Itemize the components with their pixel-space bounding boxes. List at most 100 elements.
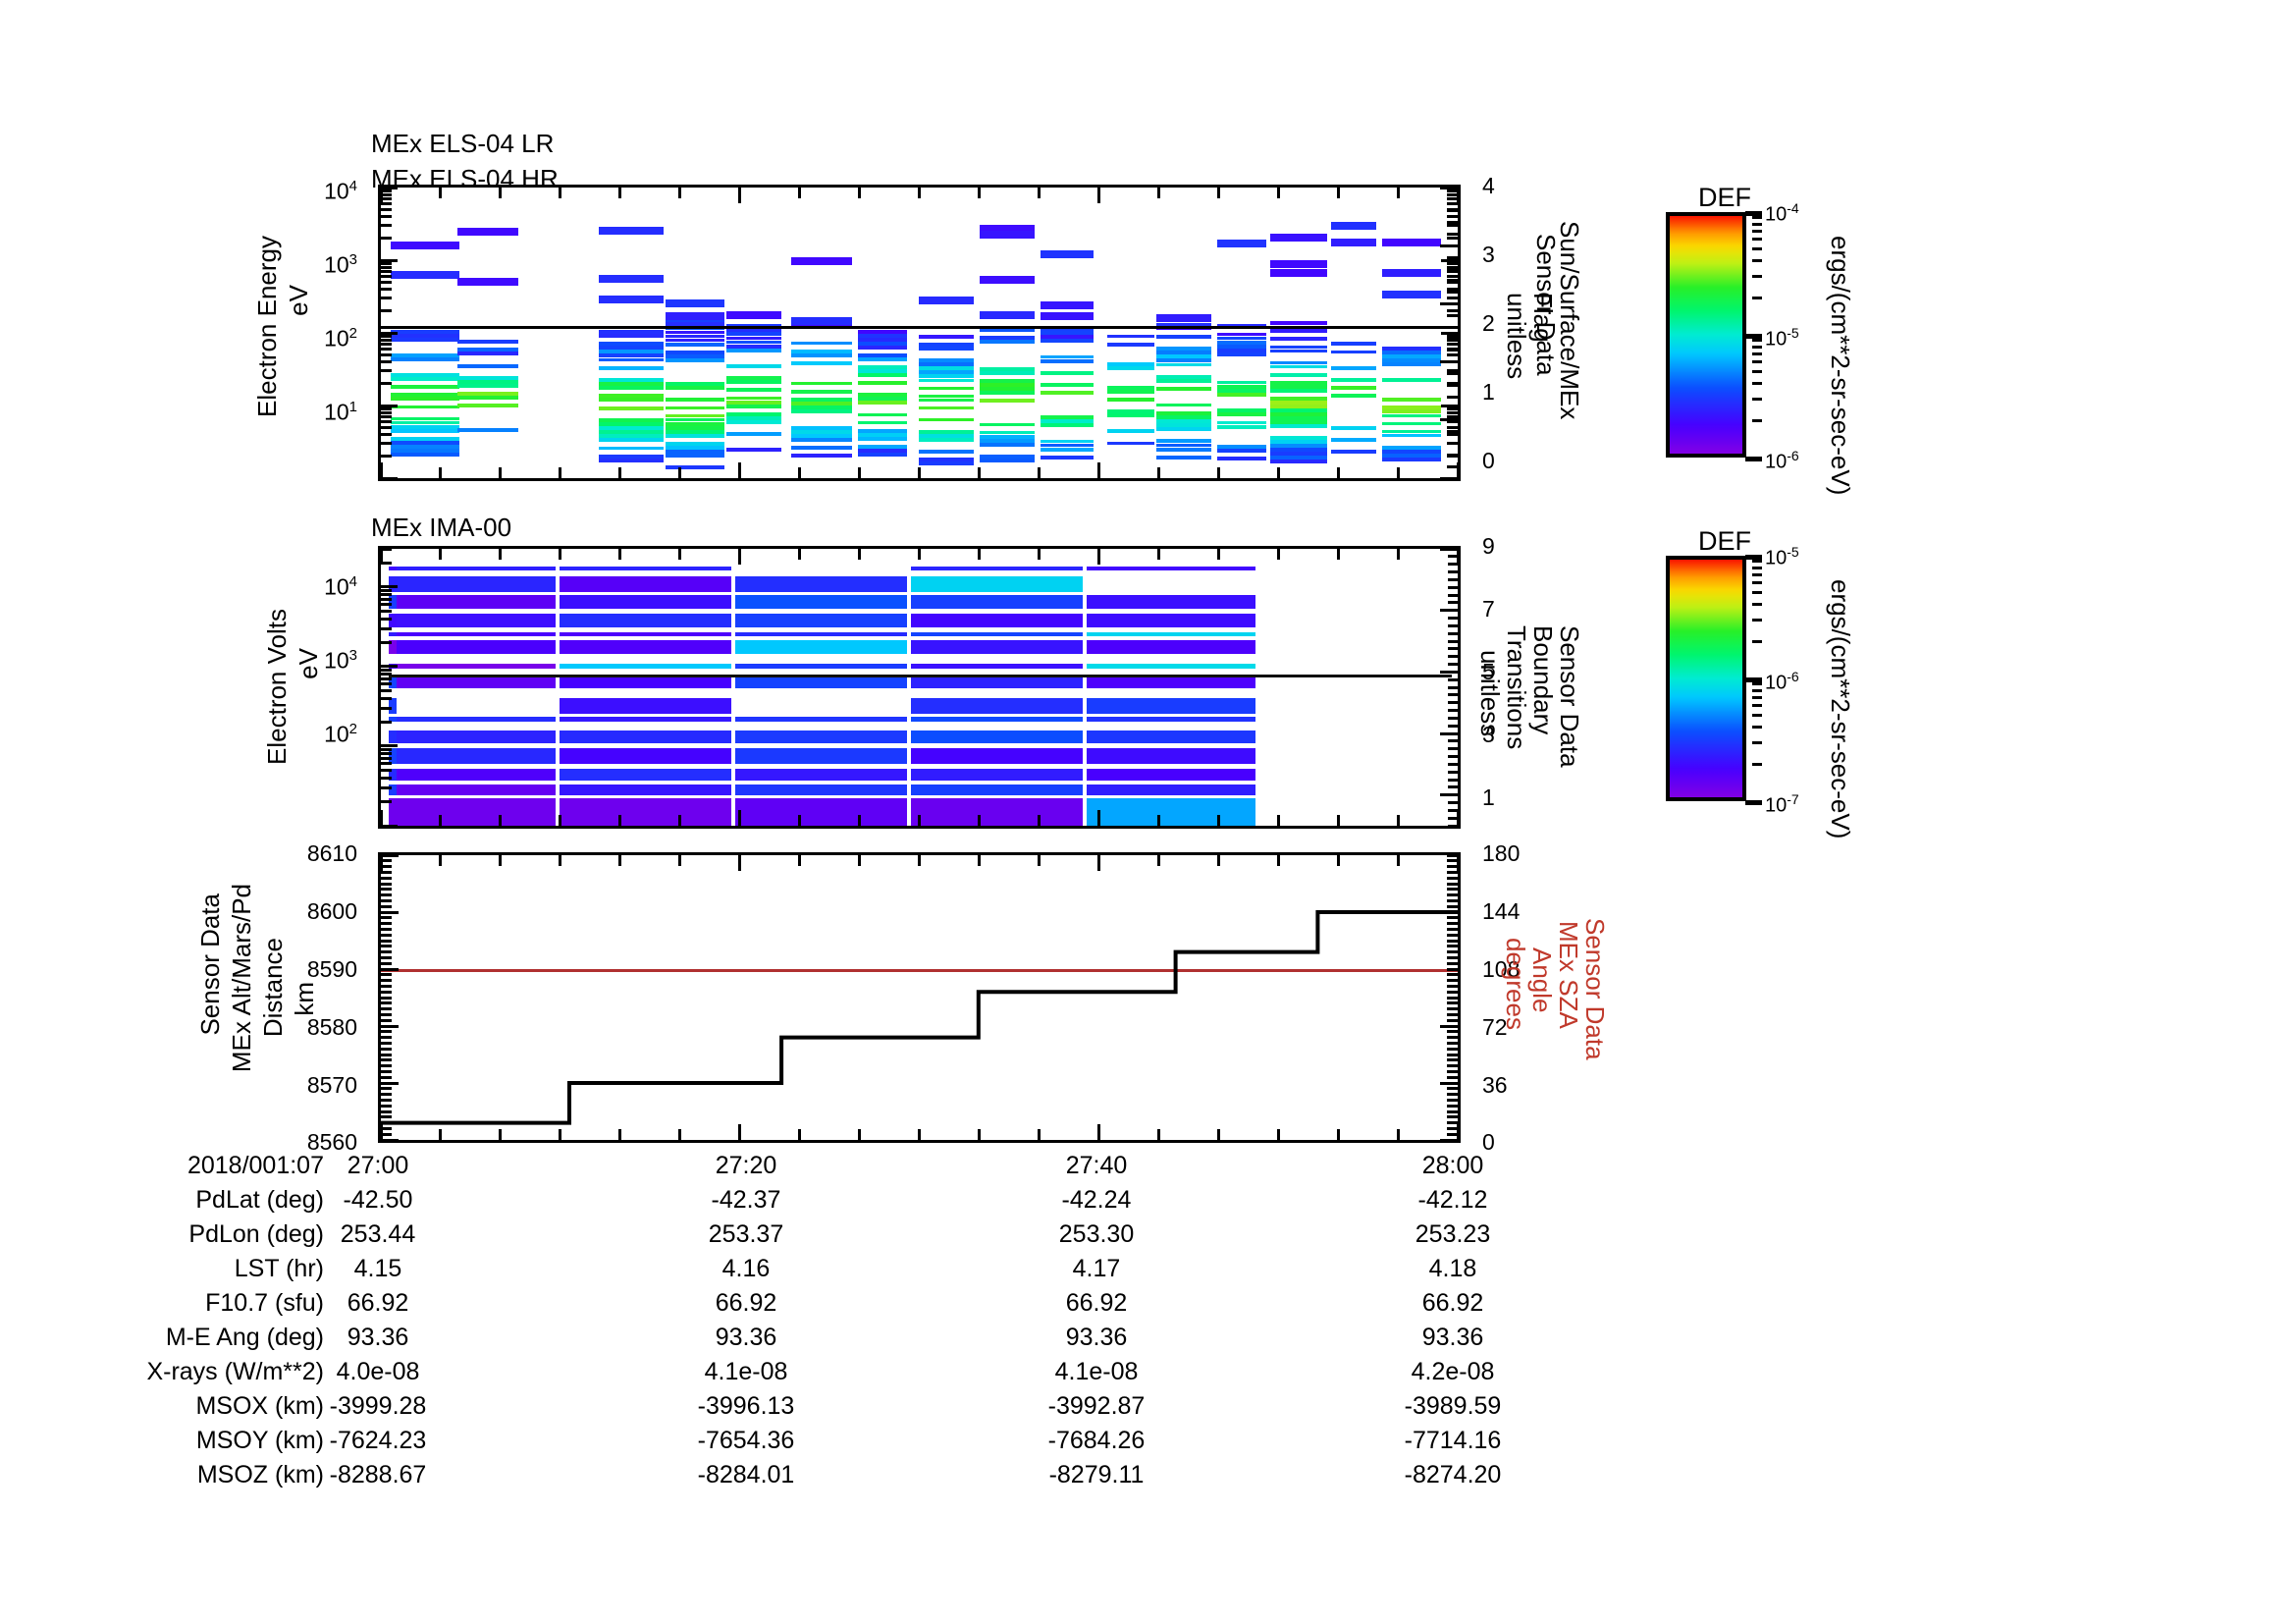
table-cell: -3989.59: [1404, 1392, 1502, 1420]
panel2-ytick-1e3: 103: [324, 647, 357, 674]
bottom-parameter-table: 2018/001:07 27:00 27:20 27:40 28:00 PdLat (de…: [0, 1154, 2296, 1566]
table-cell: 93.36: [1065, 1324, 1128, 1351]
panel3-rlabel-mexsza: MEx SZA: [1554, 921, 1583, 1029]
distance-step-path: [381, 910, 1458, 1125]
panel1-ytick-1e2: 102: [324, 325, 357, 352]
panel2-rlabel-boundary: Boundary: [1528, 625, 1558, 735]
panel-ima-spectrogram[interactable]: [378, 546, 1461, 829]
table-cell: -8288.67: [329, 1461, 427, 1488]
table-cell: -3992.87: [1047, 1392, 1146, 1420]
table-cell: 4.18: [1428, 1255, 1477, 1282]
table-cell: -3996.13: [697, 1392, 795, 1420]
panel1-rtick-1: 1: [1482, 379, 1495, 405]
panel1-rlabel-line1: Sensor Data: [1531, 234, 1561, 376]
panel1-title-lr: MEx ELS-04 LR: [371, 129, 555, 158]
table-cell: 4.1e-08: [704, 1358, 788, 1385]
table-cell: 253.30: [1058, 1220, 1135, 1248]
colorbar2-mid-label: 10-6: [1765, 669, 1799, 694]
table-row-label: 2018/001:07: [187, 1152, 324, 1179]
table-row-label: MSOZ (km): [196, 1461, 324, 1488]
panel2-rtick-9: 9: [1482, 533, 1495, 559]
table-cell: 66.92: [715, 1289, 777, 1317]
colorbar1-title: DEF: [1698, 183, 1751, 212]
table-cell: 66.92: [347, 1289, 409, 1317]
panel1-rtick-3: 3: [1482, 242, 1495, 267]
colorbar-1-def[interactable]: [1666, 212, 1746, 458]
colorbar-2-def[interactable]: [1666, 556, 1746, 801]
panel1-ytick-1e4: 104: [324, 178, 357, 204]
panel3-sza-reference-line: [381, 969, 1458, 972]
table-cell: 4.15: [353, 1255, 402, 1282]
table-cell: -8279.11: [1048, 1461, 1145, 1488]
table-cell: -8284.01: [697, 1461, 795, 1488]
panel3-rlabel-sensordata: Sensor Data: [1580, 918, 1610, 1060]
table-row-label: PdLat (deg): [195, 1186, 324, 1214]
table-cell: 4.2e-08: [1411, 1358, 1495, 1385]
table-cell: 93.36: [347, 1324, 409, 1351]
panel3-rlabel-degrees: degrees: [1501, 938, 1530, 1030]
panel3-rtick-72: 72: [1482, 1014, 1508, 1040]
table-cell: -7714.16: [1404, 1427, 1502, 1454]
panel3-ytick-8590: 8590: [306, 956, 357, 982]
table-cell: 4.0e-08: [336, 1358, 420, 1385]
table-cell: 27:00: [347, 1152, 409, 1179]
panel-distance-timeseries[interactable]: [378, 852, 1461, 1143]
table-cell: 28:00: [1421, 1152, 1484, 1179]
panel1-rtick-4: 4: [1482, 173, 1495, 198]
panel1-ylabel-line1: Electron Energy: [252, 236, 282, 417]
panel-electron-energy-spectrogram[interactable]: [378, 185, 1461, 481]
table-cell: 93.36: [1421, 1324, 1484, 1351]
table-row-label: MSOY (km): [195, 1427, 324, 1454]
table-cell: -3999.28: [329, 1392, 427, 1420]
table-row-label: PdLon (deg): [188, 1220, 324, 1248]
panel1-rlabel-unitless: unitless: [1502, 293, 1531, 380]
panel3-ytick-8570: 8570: [306, 1072, 357, 1098]
panel3-ylabel-line1: Sensor Data: [195, 893, 225, 1036]
panel3-rtick-0: 0: [1482, 1129, 1495, 1155]
table-row-label: F10.7 (sfu): [205, 1289, 324, 1317]
table-row-label: LST (hr): [234, 1255, 324, 1282]
panel1-ytick-1e3: 103: [324, 251, 357, 278]
panel2-ytick-1e2: 102: [324, 721, 357, 747]
panel2-rlabel-transitions: Transitions: [1502, 625, 1531, 750]
table-cell: -7624.23: [329, 1427, 427, 1454]
colorbar2-unit-label: ergs/(cm**2-sr-sec-eV): [1826, 579, 1855, 839]
table-cell: 4.17: [1072, 1255, 1121, 1282]
colorbar1-ticks: [1745, 210, 1762, 461]
panel3-rlabel-angle: Angle: [1527, 947, 1557, 1013]
panel2-rtick-5: 5: [1482, 659, 1495, 684]
colorbar1-min-label: 10-6: [1765, 448, 1799, 473]
panel2-rtick-7: 7: [1482, 596, 1495, 622]
panel3-rtick-180: 180: [1482, 840, 1521, 866]
table-cell: 27:40: [1065, 1152, 1128, 1179]
colorbar2-title: DEF: [1698, 526, 1751, 556]
panel2-rlabel-unitless: unitless: [1475, 650, 1505, 737]
table-cell: -7684.26: [1047, 1427, 1146, 1454]
panel1-zero-reference-line: [381, 326, 1458, 329]
table-cell: -42.50: [343, 1186, 413, 1214]
table-row-label: M-E Ang (deg): [165, 1324, 324, 1351]
panel3-ylabel-line4: km: [290, 982, 319, 1016]
panel1-rlabel-flag: Flag: [1528, 293, 1558, 343]
table-cell: 66.92: [1421, 1289, 1484, 1317]
panel3-ytick-8560: 8560: [306, 1129, 357, 1155]
panel1-ylabel-line2: eV: [284, 285, 313, 316]
table-cell: 27:20: [715, 1152, 777, 1179]
table-cell: 253.23: [1415, 1220, 1491, 1248]
colorbar2-ticks: [1745, 554, 1762, 805]
panel2-rlabel-sensordata: Sensor Data: [1555, 625, 1584, 768]
panel3-ylabel-line3: Distance: [258, 938, 288, 1038]
panel1-ytick-1e1: 101: [324, 399, 357, 425]
colorbar2-max-label: 10-5: [1765, 544, 1799, 569]
panel1-rtick-2: 2: [1482, 310, 1495, 336]
panel3-ytick-8580: 8580: [306, 1014, 357, 1040]
colorbar1-max-label: 10-4: [1765, 200, 1799, 226]
panel1-rtick-0: 0: [1482, 448, 1495, 473]
panel3-rtick-108: 108: [1482, 956, 1521, 982]
table-cell: 4.1e-08: [1054, 1358, 1139, 1385]
table-cell: -42.24: [1061, 1186, 1132, 1214]
panel3-rtick-36: 36: [1482, 1072, 1508, 1098]
table-cell: 66.92: [1065, 1289, 1128, 1317]
panel2-ylabel-line2: eV: [294, 648, 323, 679]
